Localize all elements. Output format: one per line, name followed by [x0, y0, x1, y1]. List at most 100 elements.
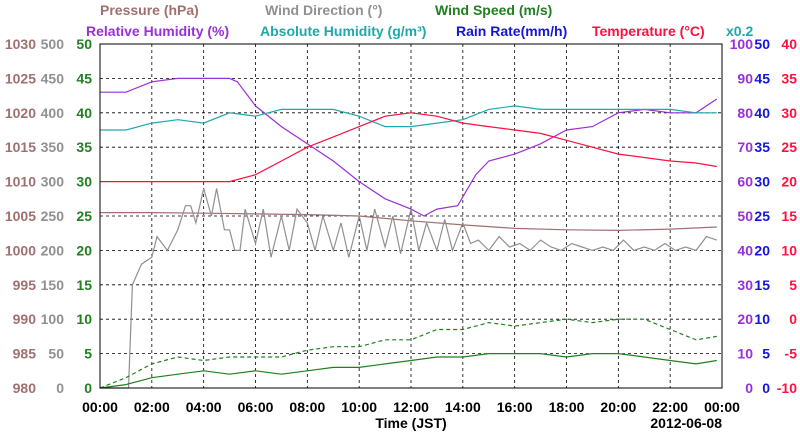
- legend-entry: Absolute Humidity (g/m³): [260, 23, 426, 39]
- date-label: 2012-06-08: [650, 415, 722, 431]
- series-line-3: [100, 212, 717, 232]
- relative-humidity-tick-label: 70: [737, 139, 753, 155]
- temperature-tick-label: 35: [781, 70, 797, 86]
- legend-entry: x0.2: [726, 23, 753, 39]
- pressure-tick-label: 1025: [5, 70, 36, 86]
- plot-frame: [99, 43, 723, 389]
- temperature-tick-label: 20: [781, 174, 797, 190]
- temperature-tick-label: 10: [781, 242, 797, 258]
- series-group: [99, 77, 718, 389]
- rain-rate-tick-label: 45: [754, 70, 770, 86]
- x-tick-label: 18:00: [549, 399, 585, 415]
- temperature-tick-label: 25: [781, 139, 797, 155]
- rain-rate-tick-label: 20: [754, 242, 770, 258]
- legend: Pressure (hPa) Wind Direction (°) Wind Spe…: [86, 2, 753, 39]
- wind_speed-tick-label: 15: [76, 277, 92, 293]
- relative-humidity-tick-label: 100: [730, 36, 754, 52]
- x-tick-label: 02:00: [134, 399, 170, 415]
- wind_direction-tick-label: 0: [56, 380, 64, 396]
- rain-rate-tick-label: 40: [754, 105, 770, 121]
- wind_direction-tick-label: 350: [41, 139, 65, 155]
- temperature-tick-label: 15: [781, 208, 797, 224]
- wind_direction-tick-label: 250: [41, 208, 65, 224]
- pressure-tick-label: 985: [13, 346, 37, 362]
- x-tick-label: 00:00: [82, 399, 118, 415]
- relative-humidity-tick-label: 20: [737, 311, 753, 327]
- rain-rate-tick-label: 30: [754, 174, 770, 190]
- pressure-tick-label: 980: [13, 380, 37, 396]
- wind_speed-tick-label: 5: [84, 346, 92, 362]
- x-tick-label: 10:00: [341, 399, 377, 415]
- pressure-tick-label: 1015: [5, 139, 36, 155]
- x-tick-label: 08:00: [289, 399, 325, 415]
- pressure-tick-label: 1030: [5, 36, 36, 52]
- relative-humidity-tick-label: 50: [737, 208, 753, 224]
- x-axis-labels: 00:00 02:00 04:00 06:00 08:00 10:00 12:00 14:00…: [82, 399, 740, 431]
- rain-rate-tick-label: 5: [762, 346, 770, 362]
- rain-rate-tick-label: 0: [762, 380, 770, 396]
- wind_speed-tick-label: 20: [76, 242, 92, 258]
- x-tick-label: 00:00: [704, 399, 740, 415]
- pressure-tick-label: 1005: [5, 208, 36, 224]
- wind_direction-tick-label: 450: [41, 70, 65, 86]
- rain-rate-tick-label: 25: [754, 208, 770, 224]
- series-line-4: [100, 188, 717, 389]
- x-tick-label: 22:00: [652, 399, 688, 415]
- wind_direction-tick-label: 50: [48, 346, 64, 362]
- pressure-tick-label: 1000: [5, 242, 36, 258]
- temperature-tick-label: -5: [785, 346, 798, 362]
- wind_direction-tick-label: 150: [41, 277, 65, 293]
- relative-humidity-tick-label: 60: [737, 174, 753, 190]
- relative-humidity-tick-label: 0: [745, 380, 753, 396]
- series-line-2: [100, 112, 717, 183]
- relative-humidity-tick-label: 10: [737, 346, 753, 362]
- tick-labels: 1030102510201015101010051000995990985980…: [5, 36, 797, 396]
- x-axis-title: Time (JST): [375, 415, 446, 431]
- series-line-5: [99, 353, 717, 389]
- temperature-tick-label: 5: [789, 277, 797, 293]
- legend-entry: Wind Direction (°): [265, 2, 382, 18]
- pressure-tick-label: 1010: [5, 174, 36, 190]
- legend-entry: Temperature (°C): [592, 23, 705, 39]
- legend-entry: Rain Rate(mm/h): [456, 23, 567, 39]
- temperature-tick-label: 40: [781, 36, 797, 52]
- wind_direction-tick-label: 500: [41, 36, 65, 52]
- wind_direction-tick-label: 200: [41, 242, 65, 258]
- rain-rate-tick-label: 35: [754, 139, 770, 155]
- legend-entry: Wind Speed (m/s): [435, 2, 552, 18]
- wind_direction-tick-label: 100: [41, 311, 65, 327]
- series-line-1: [100, 105, 717, 131]
- x-tick-label: 14:00: [445, 399, 481, 415]
- relative-humidity-tick-label: 40: [737, 242, 753, 258]
- temperature-tick-label: 0: [789, 311, 797, 327]
- relative-humidity-tick-label: 80: [737, 105, 753, 121]
- rain-rate-tick-label: 50: [754, 36, 770, 52]
- x-tick-label: 20:00: [600, 399, 636, 415]
- relative-humidity-tick-label: 30: [737, 277, 753, 293]
- wind_speed-tick-label: 35: [76, 139, 92, 155]
- wind_speed-tick-label: 0: [84, 380, 92, 396]
- wind_speed-tick-label: 30: [76, 174, 92, 190]
- x-tick-label: 06:00: [238, 399, 274, 415]
- legend-entry: Pressure (hPa): [100, 2, 199, 18]
- wind_speed-tick-label: 10: [76, 311, 92, 327]
- pressure-tick-label: 990: [13, 311, 37, 327]
- wind_speed-tick-label: 40: [76, 105, 92, 121]
- wind_speed-tick-label: 25: [76, 208, 92, 224]
- legend-entry: Relative Humidity (%): [86, 23, 229, 39]
- wind_direction-tick-label: 400: [41, 105, 65, 121]
- relative-humidity-tick-label: 90: [737, 70, 753, 86]
- wind_direction-tick-label: 300: [41, 174, 65, 190]
- x-tick-label: 16:00: [497, 399, 533, 415]
- x-tick-label: 04:00: [186, 399, 222, 415]
- rain-rate-tick-label: 15: [754, 277, 770, 293]
- wind_speed-tick-label: 50: [76, 36, 92, 52]
- wind_speed-tick-label: 45: [76, 70, 92, 86]
- series-line-0: [100, 77, 718, 217]
- pressure-tick-label: 995: [13, 277, 37, 293]
- temperature-tick-label: 30: [781, 105, 797, 121]
- x-tick-label: 12:00: [393, 399, 429, 415]
- pressure-tick-label: 1020: [5, 105, 36, 121]
